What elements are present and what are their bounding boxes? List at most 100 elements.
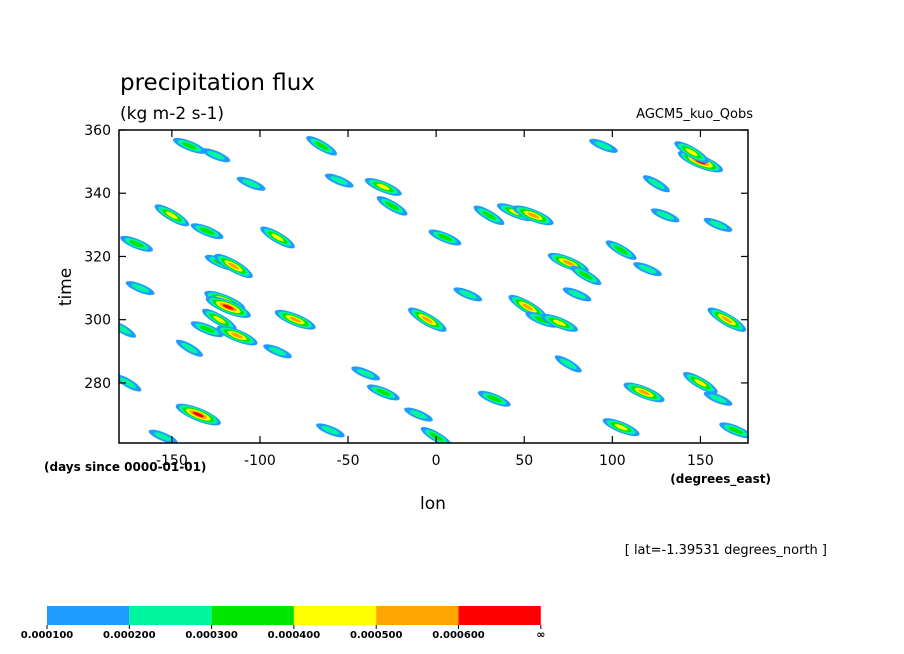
precip-cell xyxy=(364,177,402,196)
precip-cell xyxy=(190,321,224,338)
precip-cell xyxy=(554,355,582,373)
legend-end-label: ∞ xyxy=(536,628,545,641)
contour-level-2 xyxy=(568,290,586,299)
x-axis-units: (degrees_east) xyxy=(670,472,771,487)
precip-cell xyxy=(703,217,733,232)
precip-cell xyxy=(125,281,155,296)
contour-level-2 xyxy=(356,369,375,378)
legend-label: 0.000400 xyxy=(268,630,321,641)
contour-level-3 xyxy=(728,426,743,434)
contour-level-3 xyxy=(437,233,453,242)
x-tick-label: 150 xyxy=(687,453,714,469)
source-label: AGCM5_kuo_Qobs xyxy=(636,107,753,122)
precip-cell xyxy=(376,196,408,216)
contour-level-4 xyxy=(553,319,566,326)
precip-cell xyxy=(263,344,292,359)
contour-level-3 xyxy=(385,201,399,211)
legend-swatch xyxy=(376,606,459,625)
precip-cell xyxy=(154,204,190,227)
precip-cell xyxy=(703,391,733,406)
contour-level-5 xyxy=(421,316,433,324)
x-axis-ticks: -150 -100 -50 0 50 100 150 xyxy=(156,130,714,469)
precip-cell xyxy=(190,223,224,240)
precip-cell xyxy=(148,429,178,443)
contour-level-3 xyxy=(129,240,144,248)
precip-cell xyxy=(602,418,640,437)
precip-cell xyxy=(453,287,483,302)
precip-cell xyxy=(120,235,154,252)
contour-level-4 xyxy=(694,379,707,387)
contour-level-5 xyxy=(228,262,240,270)
legend-label: 0.000600 xyxy=(432,630,485,641)
contour-level-5 xyxy=(562,259,575,266)
precip-cell xyxy=(216,325,258,346)
x-tick-label: 50 xyxy=(515,453,533,469)
x-tick-label: 0 xyxy=(432,453,441,469)
legend-label: 0.000200 xyxy=(103,630,156,641)
y-axis-units: (days since 0000-01-01) xyxy=(44,460,206,474)
precip-cell xyxy=(605,240,637,260)
precip-cell xyxy=(633,262,662,277)
chart-subtitle: (kg m-2 s-1) xyxy=(120,104,224,124)
y-tick-label: 300 xyxy=(84,313,111,329)
precip-cell xyxy=(202,308,237,331)
precip-cell xyxy=(570,265,602,286)
contour-level-4 xyxy=(376,183,390,191)
contour-level-6 xyxy=(222,304,234,310)
contour-level-5 xyxy=(527,212,539,219)
precip-cell xyxy=(324,173,354,188)
colorbar-legend: 0.000100 0.000200 0.000300 0.000400 0.000500… xyxy=(21,606,545,641)
legend-swatch xyxy=(129,606,212,625)
contour-level-6 xyxy=(192,411,204,418)
precip-cell xyxy=(512,205,554,226)
legend-label: 0.000100 xyxy=(21,630,74,641)
precip-cell xyxy=(201,148,231,163)
precip-cell xyxy=(428,229,462,246)
precip-cell xyxy=(623,382,665,403)
contour-level-5 xyxy=(522,303,534,311)
precip-cell xyxy=(366,384,400,401)
x-tick-label: -150 xyxy=(156,453,188,469)
contour-level-2 xyxy=(131,283,149,293)
x-tick-label: -50 xyxy=(337,453,360,469)
legend-swatch xyxy=(458,606,541,625)
contour-level-3 xyxy=(182,142,197,150)
legend-swatch xyxy=(211,606,294,625)
contour-level-3 xyxy=(199,325,215,333)
contour-level-2 xyxy=(154,432,172,441)
precip-cell xyxy=(119,374,142,392)
legend-swatch xyxy=(293,606,377,625)
contour-level-5 xyxy=(231,332,243,339)
contour-level-2 xyxy=(207,150,225,160)
contour-level-2 xyxy=(181,342,198,354)
contour-level-2 xyxy=(594,141,613,151)
contour-level-2 xyxy=(656,211,675,220)
precip-cell xyxy=(214,253,253,279)
contour-level-3 xyxy=(314,141,329,151)
contour-level-4 xyxy=(213,315,226,324)
precip-cell xyxy=(306,136,338,156)
plot-frame xyxy=(118,129,749,444)
contour-level-3 xyxy=(375,388,391,396)
precip-cell xyxy=(473,205,505,226)
contour-level-2 xyxy=(459,290,477,299)
precip-cell xyxy=(404,407,433,422)
contour-level-2 xyxy=(559,358,577,370)
contour-level-4 xyxy=(685,148,698,156)
contour-level-4 xyxy=(271,233,284,242)
contour-level-3 xyxy=(579,271,593,280)
contour-level-3 xyxy=(486,395,502,403)
precip-cell xyxy=(674,141,709,164)
contour-level-2 xyxy=(709,394,727,404)
contour-level-2 xyxy=(268,346,287,356)
precip-cell xyxy=(719,422,748,439)
contour-level-4 xyxy=(165,211,178,220)
legend-swatch xyxy=(47,606,130,625)
y-axis-label: time xyxy=(56,268,76,306)
contour-level-5 xyxy=(289,316,302,323)
precip-cell xyxy=(119,320,137,338)
precip-cell xyxy=(274,309,316,330)
contour-level-2 xyxy=(648,178,665,190)
precip-cell xyxy=(408,307,447,332)
